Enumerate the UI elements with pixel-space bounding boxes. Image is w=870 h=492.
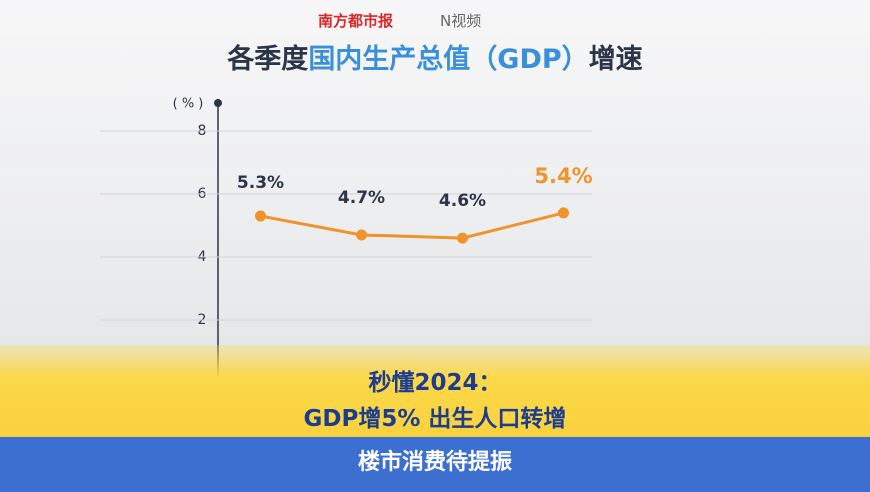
- caption-line: 秒懂2024：: [368, 370, 502, 396]
- chart-title: 各季度国内生产总值（GDP）增速: [226, 43, 642, 75]
- y-axis-label: ( % ): [173, 97, 204, 112]
- value-label: 4.6%: [439, 191, 486, 211]
- point: [255, 210, 266, 222]
- value-label: 5.3%: [237, 173, 284, 193]
- point: [558, 207, 569, 219]
- axis-dot: [214, 99, 222, 107]
- newspaper-logo: 南方都市报: [318, 12, 394, 30]
- caption-band: 秒懂2024： GDP增5% 出生人口转增: [0, 345, 870, 437]
- value-label: 5.4%: [534, 164, 592, 188]
- caption-line: GDP增5% 出生人口转增: [303, 406, 567, 432]
- title-part: 增速: [589, 43, 643, 75]
- point: [457, 232, 468, 244]
- video-logo: N视频: [440, 12, 482, 30]
- point: [356, 229, 367, 241]
- title-part: 各季度: [226, 43, 308, 75]
- line: [260, 211, 564, 240]
- title-part: 国内生产总值: [308, 44, 470, 75]
- caption-bottom: 楼市消费待提振: [0, 437, 870, 492]
- value-label: 4.7%: [338, 188, 385, 208]
- title-part: （GDP）: [470, 44, 588, 75]
